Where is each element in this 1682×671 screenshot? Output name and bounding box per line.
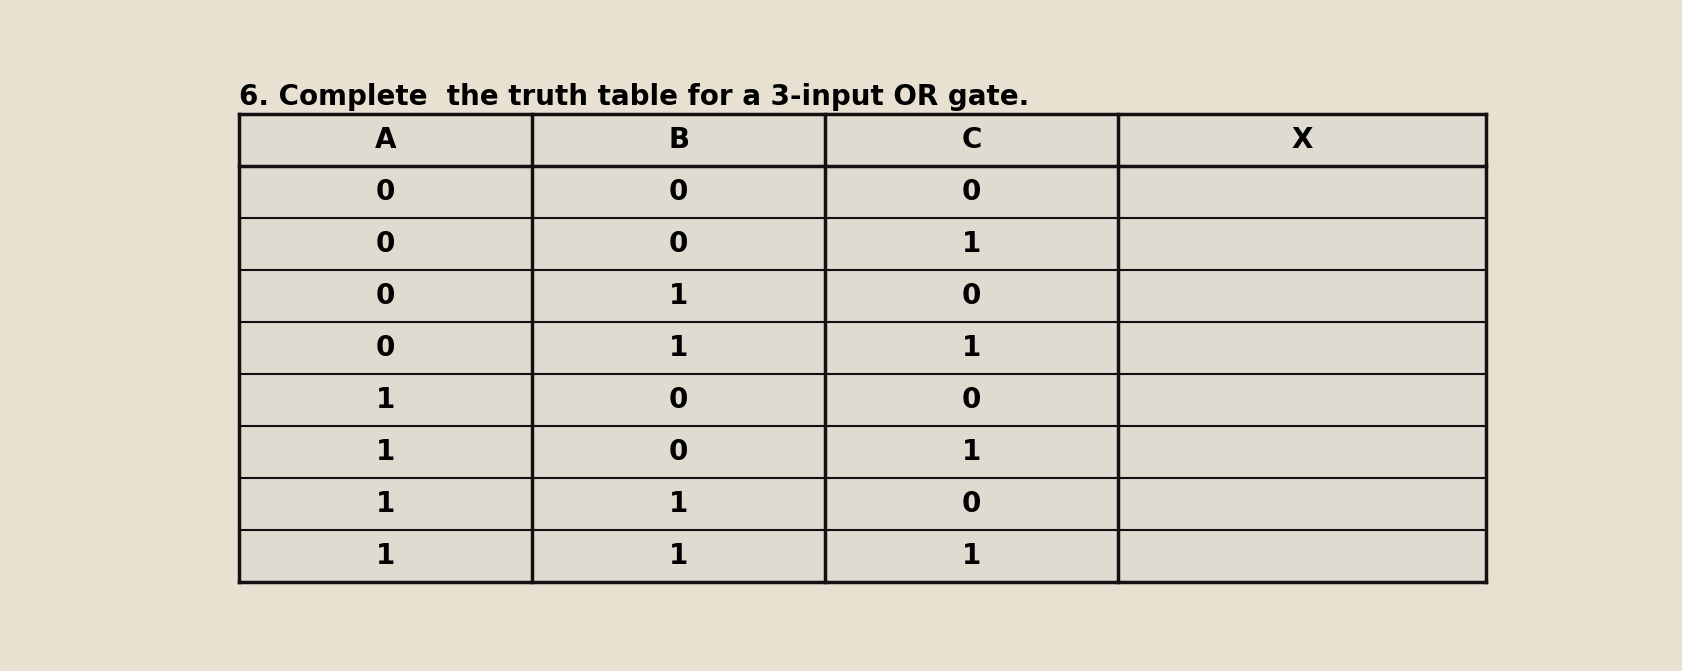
Text: 0: 0	[668, 386, 688, 414]
Text: 1: 1	[375, 437, 395, 466]
Text: 1: 1	[375, 386, 395, 414]
Text: 1: 1	[668, 282, 688, 310]
Text: 0: 0	[668, 437, 688, 466]
Text: 0: 0	[375, 282, 395, 310]
Text: 1: 1	[962, 541, 981, 570]
Text: 1: 1	[962, 437, 981, 466]
Text: X: X	[1290, 126, 1312, 154]
Text: 1: 1	[962, 230, 981, 258]
Text: 0: 0	[962, 490, 981, 518]
Text: B: B	[668, 126, 688, 154]
Text: 0: 0	[668, 230, 688, 258]
Text: 1: 1	[375, 541, 395, 570]
Text: 1: 1	[668, 334, 688, 362]
Text: 1: 1	[375, 490, 395, 518]
Text: C: C	[960, 126, 981, 154]
Text: 0: 0	[962, 282, 981, 310]
Text: 1: 1	[668, 541, 688, 570]
Text: 0: 0	[375, 230, 395, 258]
Text: 0: 0	[962, 386, 981, 414]
Text: 6. Complete  the truth table for a 3-input OR gate.: 6. Complete the truth table for a 3-inpu…	[239, 83, 1029, 111]
Text: A: A	[375, 126, 395, 154]
Text: 0: 0	[962, 178, 981, 206]
Text: 0: 0	[375, 334, 395, 362]
Text: 1: 1	[668, 490, 688, 518]
Text: 0: 0	[668, 178, 688, 206]
Text: 0: 0	[375, 178, 395, 206]
Text: 1: 1	[962, 334, 981, 362]
